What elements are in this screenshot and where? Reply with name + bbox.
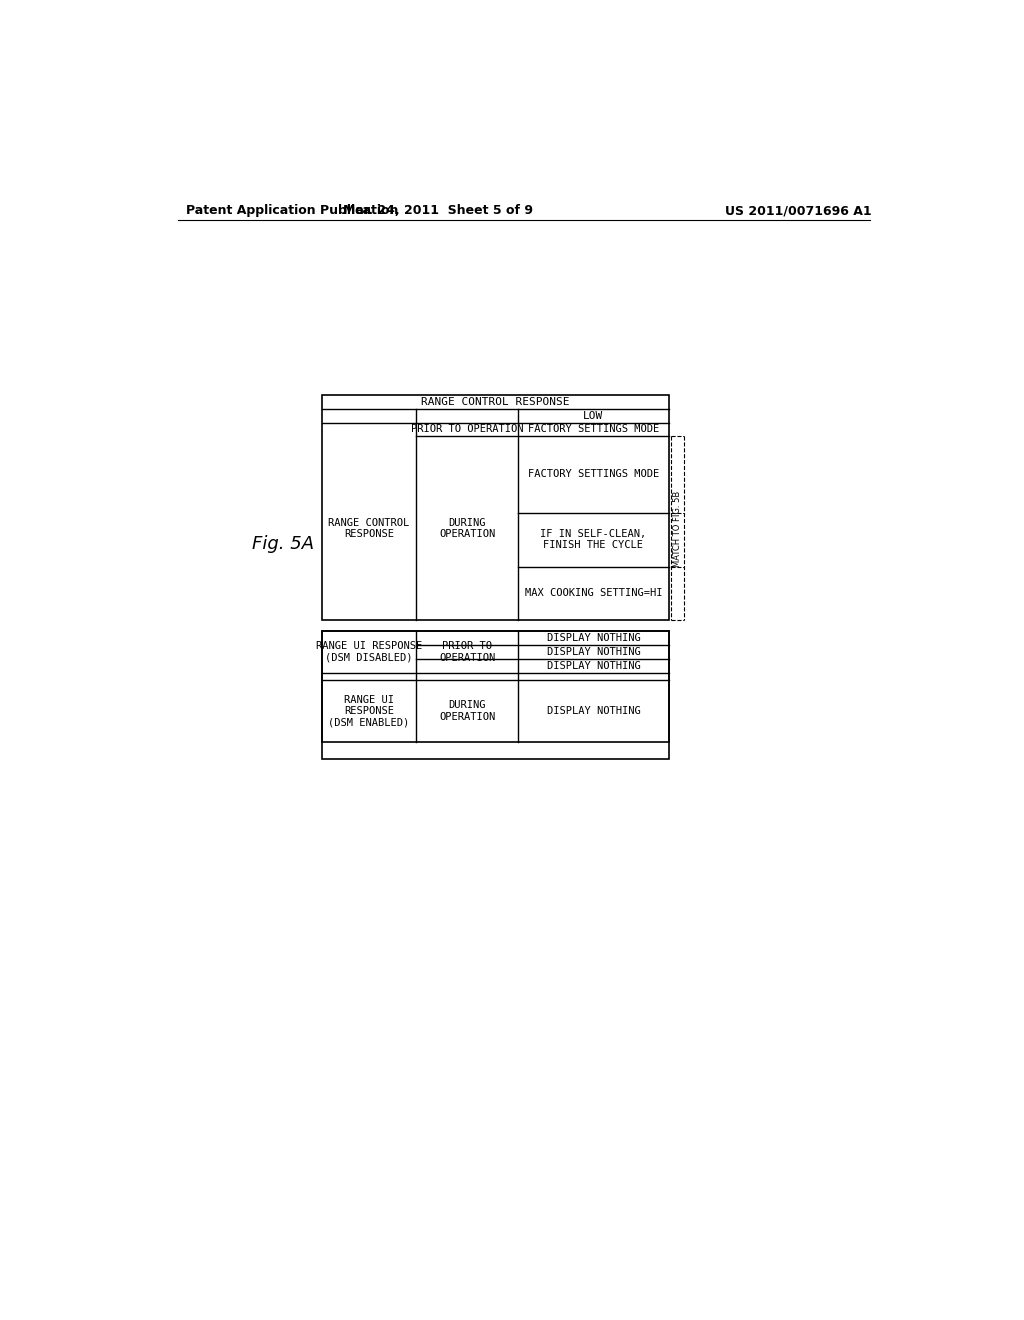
Text: PRIOR TO
OPERATION: PRIOR TO OPERATION xyxy=(439,642,496,663)
Text: FACTORY SETTINGS MODE: FACTORY SETTINGS MODE xyxy=(527,425,659,434)
Text: PRIOR TO OPERATION: PRIOR TO OPERATION xyxy=(411,425,523,434)
Bar xyxy=(322,631,669,742)
Text: RANGE UI RESPONSE
(DSM DISABLED): RANGE UI RESPONSE (DSM DISABLED) xyxy=(315,642,422,663)
Text: DISPLAY NOTHING: DISPLAY NOTHING xyxy=(547,706,640,717)
Text: DISPLAY NOTHING: DISPLAY NOTHING xyxy=(547,647,640,657)
Bar xyxy=(322,395,669,620)
Text: LOW: LOW xyxy=(584,411,603,421)
Text: RANGE CONTROL
RESPONSE: RANGE CONTROL RESPONSE xyxy=(329,517,410,539)
Text: RANGE CONTROL RESPONSE: RANGE CONTROL RESPONSE xyxy=(421,397,569,407)
Text: FACTORY SETTINGS MODE: FACTORY SETTINGS MODE xyxy=(527,470,659,479)
Text: MAX COOKING SETTING=HI: MAX COOKING SETTING=HI xyxy=(524,589,663,598)
Text: RANGE UI
RESPONSE
(DSM ENABLED): RANGE UI RESPONSE (DSM ENABLED) xyxy=(329,694,410,727)
Text: MATCH TO FIG. 5B: MATCH TO FIG. 5B xyxy=(674,490,682,566)
Text: DISPLAY NOTHING: DISPLAY NOTHING xyxy=(547,634,640,643)
Text: DURING
OPERATION: DURING OPERATION xyxy=(439,701,496,722)
Text: IF IN SELF-CLEAN,
FINISH THE CYCLE: IF IN SELF-CLEAN, FINISH THE CYCLE xyxy=(541,529,646,550)
Text: Fig. 5A: Fig. 5A xyxy=(252,535,314,553)
Text: Patent Application Publication: Patent Application Publication xyxy=(186,205,398,218)
Text: DURING
OPERATION: DURING OPERATION xyxy=(439,517,496,539)
Text: Mar. 24, 2011  Sheet 5 of 9: Mar. 24, 2011 Sheet 5 of 9 xyxy=(343,205,534,218)
Text: US 2011/0071696 A1: US 2011/0071696 A1 xyxy=(725,205,872,218)
Text: DISPLAY NOTHING: DISPLAY NOTHING xyxy=(547,661,640,671)
Bar xyxy=(322,631,669,759)
